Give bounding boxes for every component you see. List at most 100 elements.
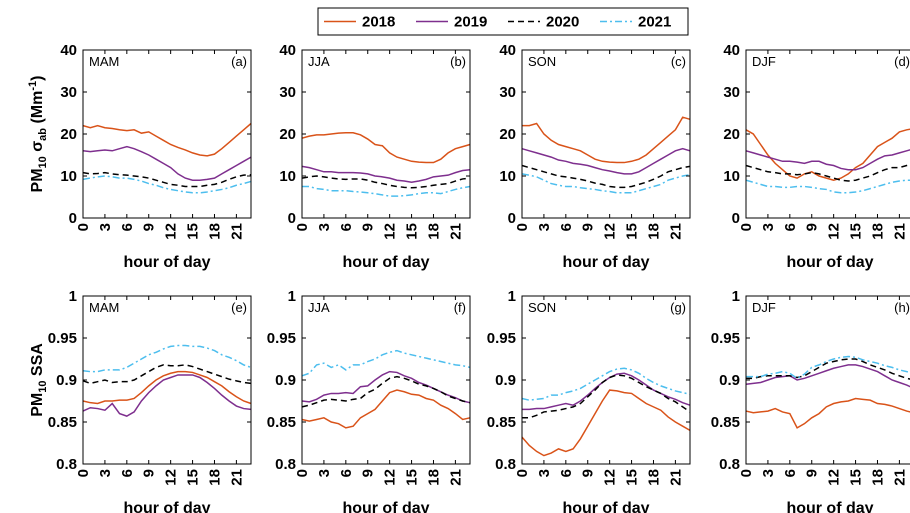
y-axis-label-part: -1 (27, 81, 39, 91)
series-line (522, 372, 691, 411)
x-axis-label: hour of day (342, 500, 429, 513)
panel-label: (c) (671, 54, 686, 69)
series-line (82, 122, 252, 157)
x-tick-label: 21 (891, 223, 908, 240)
x-axis-label: hour of day (562, 500, 649, 513)
x-tick-label: 9 (141, 223, 158, 231)
series-line (302, 185, 471, 197)
series-line (301, 375, 471, 408)
panel-label: (e) (231, 300, 247, 315)
x-tick-label: 6 (338, 469, 355, 477)
y-tick-label: 1 (508, 288, 516, 305)
series-line (746, 355, 910, 380)
y-tick-label: 10 (279, 168, 296, 185)
x-tick-label: 12 (826, 223, 843, 240)
x-tick-label: 21 (667, 223, 684, 240)
series-line (521, 389, 691, 457)
series-line (521, 367, 691, 401)
x-tick-label: 18 (206, 223, 223, 240)
y-tick-label: 0 (69, 210, 77, 227)
x-tick-label: 18 (869, 223, 886, 240)
x-axis-label: hour of day (342, 254, 429, 271)
x-tick-label: 6 (558, 223, 575, 231)
panel-label: (d) (894, 54, 910, 69)
x-tick-label: 6 (782, 223, 799, 231)
legend-label: 2021 (638, 14, 671, 31)
y-tick-label: 10 (723, 168, 740, 185)
y-tick-label: 0.85 (711, 414, 740, 431)
series-line (82, 370, 252, 405)
y-tick-label: 0.95 (48, 330, 77, 347)
season-label: JJA (308, 54, 330, 69)
panel-label: (h) (894, 300, 910, 315)
x-tick-label: 0 (514, 469, 531, 477)
y-tick-label: 40 (279, 42, 296, 59)
series-line (745, 364, 910, 388)
series-line (301, 131, 471, 164)
y-tick-label: 0 (288, 210, 296, 227)
season-label: SON (528, 54, 556, 69)
y-tick-label: 10 (499, 168, 516, 185)
y-axis-label: PM10 σab (Mm-1) (27, 76, 49, 193)
axes-box (82, 49, 252, 219)
x-tick-label: 9 (804, 469, 821, 477)
y-tick-label: 20 (499, 126, 516, 143)
y-axis-label-part: 10 (37, 156, 49, 168)
y-tick-label: 0.85 (267, 414, 296, 431)
x-tick-label: 6 (338, 223, 355, 231)
x-tick-label: 3 (316, 469, 333, 477)
y-tick-label: 0.9 (495, 372, 516, 389)
y-axis-label-part: ) (29, 76, 46, 81)
x-tick-label: 0 (75, 469, 92, 477)
x-axis-label: hour of day (786, 254, 873, 271)
x-tick-label: 15 (624, 469, 641, 486)
x-tick-label: 15 (624, 223, 641, 240)
y-tick-label: 0 (508, 210, 516, 227)
x-tick-label: 18 (869, 469, 886, 486)
season-label: DJF (752, 300, 776, 315)
series-line (521, 173, 691, 194)
y-tick-label: 40 (60, 42, 77, 59)
x-tick-label: 18 (425, 469, 442, 486)
x-tick-label: 15 (848, 469, 865, 486)
legend-label: 2019 (454, 14, 487, 31)
x-tick-label: 9 (580, 469, 597, 477)
y-tick-label: 1 (288, 288, 296, 305)
y-tick-label: 40 (499, 42, 516, 59)
x-tick-label: 12 (826, 469, 843, 486)
legend-label: 2020 (546, 14, 579, 31)
y-tick-label: 0.8 (275, 456, 296, 473)
x-tick-label: 0 (294, 223, 311, 231)
x-tick-label: 21 (667, 469, 684, 486)
season-label: MAM (89, 300, 119, 315)
x-tick-label: 9 (360, 469, 377, 477)
season-label: JJA (308, 300, 330, 315)
y-tick-label: 1 (732, 288, 740, 305)
series-line (82, 175, 252, 194)
y-tick-label: 0.8 (495, 456, 516, 473)
x-tick-label: 12 (382, 223, 399, 240)
x-tick-label: 15 (404, 469, 421, 486)
series-line (82, 145, 252, 181)
y-axis-label-part: SSA (29, 343, 46, 381)
series-line (745, 397, 910, 429)
series-line (522, 116, 691, 164)
x-tick-label: 9 (141, 469, 158, 477)
y-axis-label-part: PM (29, 168, 46, 192)
x-tick-label: 3 (97, 469, 114, 477)
series-line (301, 349, 471, 377)
x-tick-label: 21 (228, 469, 245, 486)
legend-label: 2018 (362, 14, 395, 31)
y-tick-label: 20 (60, 126, 77, 143)
series-line (301, 370, 471, 404)
axes-box (745, 49, 910, 219)
x-axis-label: hour of day (786, 500, 873, 513)
y-tick-label: 10 (60, 168, 77, 185)
x-tick-label: 15 (185, 469, 202, 486)
x-tick-label: 9 (360, 223, 377, 231)
x-tick-label: 6 (782, 469, 799, 477)
y-tick-label: 0.95 (711, 330, 740, 347)
y-axis-label-part: (Mm (29, 91, 46, 128)
x-tick-label: 6 (558, 469, 575, 477)
